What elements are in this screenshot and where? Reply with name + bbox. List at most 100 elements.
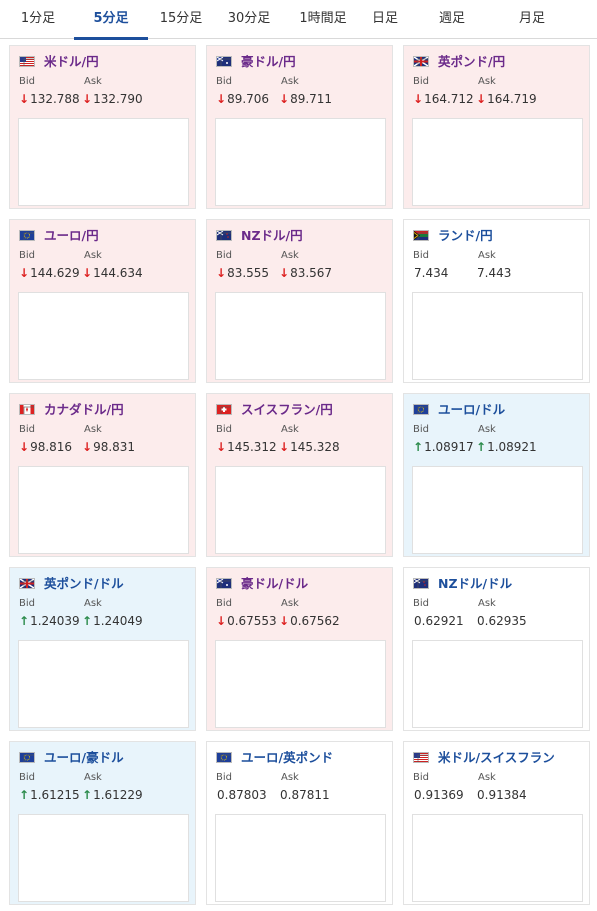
flag-us-icon: 132.9132.8132.713:0514:0515:05: [19, 56, 35, 67]
rate-card[interactable]: 145.45145.4145.35145.313:0514:0515:05 スイ…: [206, 393, 393, 557]
currency-pair-link[interactable]: 豪ドル/円: [241, 54, 296, 69]
ask-label: Ask: [281, 598, 299, 609]
ask-price: 164.719: [487, 92, 537, 106]
flag-gb-icon: 164.9164.8164.713:0514:0515:05: [413, 56, 429, 67]
bid-price: 144.629: [30, 266, 80, 280]
rate-card[interactable]: 144.7144.613:0514:0515:05 ユーロ/円 Bid Ask …: [9, 219, 196, 383]
change-arrow-icon: ↓: [82, 440, 93, 454]
flag-au-icon: 0.6790.6780.6770.67613:0514:0515:05: [216, 578, 232, 589]
rate-card[interactable]: 7.447.4313:0514:0515:05 ランド/円 Bid Ask 7.…: [403, 219, 590, 383]
rate-card[interactable]: 9089.813:0514:0515:05 豪ドル/円 Bid Ask ↓89.…: [206, 45, 393, 209]
currency-pair-link[interactable]: 英ポンド/ドル: [44, 576, 124, 591]
candlestick-chart[interactable]: [18, 118, 189, 206]
candlestick-chart[interactable]: [215, 466, 386, 554]
candlestick-chart[interactable]: [18, 292, 189, 380]
tab-5[interactable]: 日足: [371, 11, 398, 26]
ask-price: 83.567: [290, 266, 333, 280]
ask-value: ↓83.567: [279, 266, 332, 280]
currency-pair-link[interactable]: NZドル/円: [241, 228, 303, 243]
change-arrow-icon: ↑: [19, 614, 30, 628]
bid-value: ↓83.555: [216, 266, 269, 280]
bid-label: Bid: [413, 76, 429, 87]
currency-pair-link[interactable]: スイスフラン/円: [241, 402, 333, 417]
candlestick-chart[interactable]: [215, 814, 386, 902]
rate-card[interactable]: 1.08951.0891.088513:0514:0515:05 ユーロ/ドル …: [403, 393, 590, 557]
candlestick-chart[interactable]: [18, 814, 189, 902]
bid-label: Bid: [216, 772, 232, 783]
currency-pair-link[interactable]: ユーロ/円: [44, 228, 99, 243]
rate-card[interactable]: 164.9164.8164.713:0514:0515:05 英ポンド/円 Bi…: [403, 45, 590, 209]
rate-card[interactable]: 132.9132.8132.713:0514:0515:05 米ドル/円 Bid…: [9, 45, 196, 209]
flag-gb-icon: 1.24151.2411.24051.241.239513:0514:0515:…: [19, 578, 35, 589]
candlestick-chart[interactable]: [412, 640, 583, 728]
change-arrow-icon: ↓: [413, 92, 424, 106]
ask-price: 145.328: [290, 440, 340, 454]
tab-2[interactable]: 15分足: [159, 11, 203, 26]
change-arrow-icon: ↓: [279, 614, 290, 628]
candlestick-chart[interactable]: [18, 466, 189, 554]
candlestick-chart[interactable]: [18, 640, 189, 728]
ask-price: 7.443: [477, 266, 512, 280]
currency-pair-link[interactable]: 米ドル/スイスフラン: [438, 750, 555, 765]
rate-card[interactable]: 0.9140.91350.91313:0514:0515:05 米ドル/スイスフ…: [403, 741, 590, 905]
currency-pair-link[interactable]: 米ドル/円: [44, 54, 99, 69]
candlestick-chart[interactable]: [412, 118, 583, 206]
flag-us-icon: 0.9140.91350.91313:0514:0515:05: [413, 752, 429, 763]
ask-label: Ask: [478, 76, 496, 87]
bid-price: 1.08917: [424, 440, 474, 454]
rate-card[interactable]: 0.63050.630.629513:0514:0515:05 NZドル/ドル …: [403, 567, 590, 731]
change-arrow-icon: ↓: [19, 266, 30, 280]
bid-value: 0.62921: [413, 614, 464, 628]
ask-value: ↓98.831: [82, 440, 135, 454]
currency-pair-link[interactable]: カナダドル/円: [44, 402, 124, 417]
ask-value: ↑1.24049: [82, 614, 143, 628]
rate-card[interactable]: 1.6121.611.6081.60613:0514:0515:05 ユーロ/豪…: [9, 741, 196, 905]
ask-label: Ask: [84, 76, 102, 87]
ask-label: Ask: [478, 250, 496, 261]
bid-value: 7.434: [413, 266, 448, 280]
candlestick-chart[interactable]: [215, 118, 386, 206]
bid-label: Bid: [19, 250, 35, 261]
change-arrow-icon: ↓: [216, 266, 227, 280]
tab-0[interactable]: 1分足: [20, 11, 56, 26]
currency-pair-link[interactable]: ユーロ/豪ドル: [44, 750, 124, 765]
currency-pair-link[interactable]: NZドル/ドル: [438, 576, 513, 591]
rate-card[interactable]: 1.24151.2411.24051.241.239513:0514:0515:…: [9, 567, 196, 731]
bid-label: Bid: [413, 598, 429, 609]
tab-7[interactable]: 月足: [518, 11, 545, 26]
change-arrow-icon: ↓: [82, 266, 93, 280]
tab-1[interactable]: 5分足: [74, 0, 148, 40]
ask-price: 144.634: [93, 266, 143, 280]
currency-pair-link[interactable]: 英ポンド/円: [438, 54, 506, 69]
currency-pair-link[interactable]: ユーロ/ドル: [438, 402, 506, 417]
rate-card[interactable]: 0.6790.6780.6770.67613:0514:0515:05 豪ドル/…: [206, 567, 393, 731]
tab-6[interactable]: 週足: [438, 11, 465, 26]
tab-4[interactable]: 1時間足: [299, 11, 347, 26]
flag-ca-icon: 98.9598.998.8598.813:0514:0515:05: [19, 404, 35, 415]
change-arrow-icon: ↓: [279, 266, 290, 280]
currency-pair-link[interactable]: ユーロ/英ポンド: [241, 750, 334, 765]
rate-card[interactable]: 0.8780.87780.877613:0514:0515:05 ユーロ/英ポン…: [206, 741, 393, 905]
rate-card[interactable]: 83.883.783.613:0514:0515:05 NZドル/円 Bid A…: [206, 219, 393, 383]
candlestick-chart[interactable]: [215, 640, 386, 728]
candlestick-chart[interactable]: [412, 292, 583, 380]
candlestick-chart[interactable]: [412, 814, 583, 902]
tab-3[interactable]: 30分足: [227, 11, 271, 26]
ask-price: 132.790: [93, 92, 143, 106]
change-arrow-icon: ↓: [476, 92, 487, 106]
bid-label: Bid: [216, 424, 232, 435]
ask-label: Ask: [281, 76, 299, 87]
ask-value: 0.91384: [476, 788, 527, 802]
currency-pair-link[interactable]: ランド/円: [438, 228, 493, 243]
candlestick-chart[interactable]: [215, 292, 386, 380]
rate-card[interactable]: 98.9598.998.8598.813:0514:0515:05 カナダドル/…: [9, 393, 196, 557]
change-arrow-icon: ↑: [19, 788, 30, 802]
ask-label: Ask: [84, 772, 102, 783]
candlestick-chart[interactable]: [412, 466, 583, 554]
currency-pair-link[interactable]: 豪ドル/ドル: [241, 576, 309, 591]
change-arrow-icon: ↓: [216, 440, 227, 454]
change-arrow-icon: ↓: [216, 92, 227, 106]
ask-price: 1.24049: [93, 614, 143, 628]
bid-label: Bid: [19, 424, 35, 435]
flag-eu-icon: 0.8780.87780.877613:0514:0515:05: [216, 752, 232, 763]
